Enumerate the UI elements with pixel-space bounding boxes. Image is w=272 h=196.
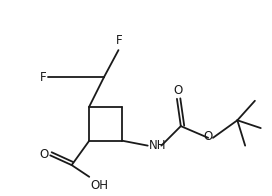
Text: O: O bbox=[39, 148, 48, 161]
Text: F: F bbox=[116, 34, 123, 47]
Text: O: O bbox=[203, 130, 213, 143]
Text: O: O bbox=[173, 84, 183, 97]
Text: NH: NH bbox=[149, 139, 166, 152]
Text: F: F bbox=[40, 71, 46, 84]
Text: OH: OH bbox=[90, 179, 108, 192]
